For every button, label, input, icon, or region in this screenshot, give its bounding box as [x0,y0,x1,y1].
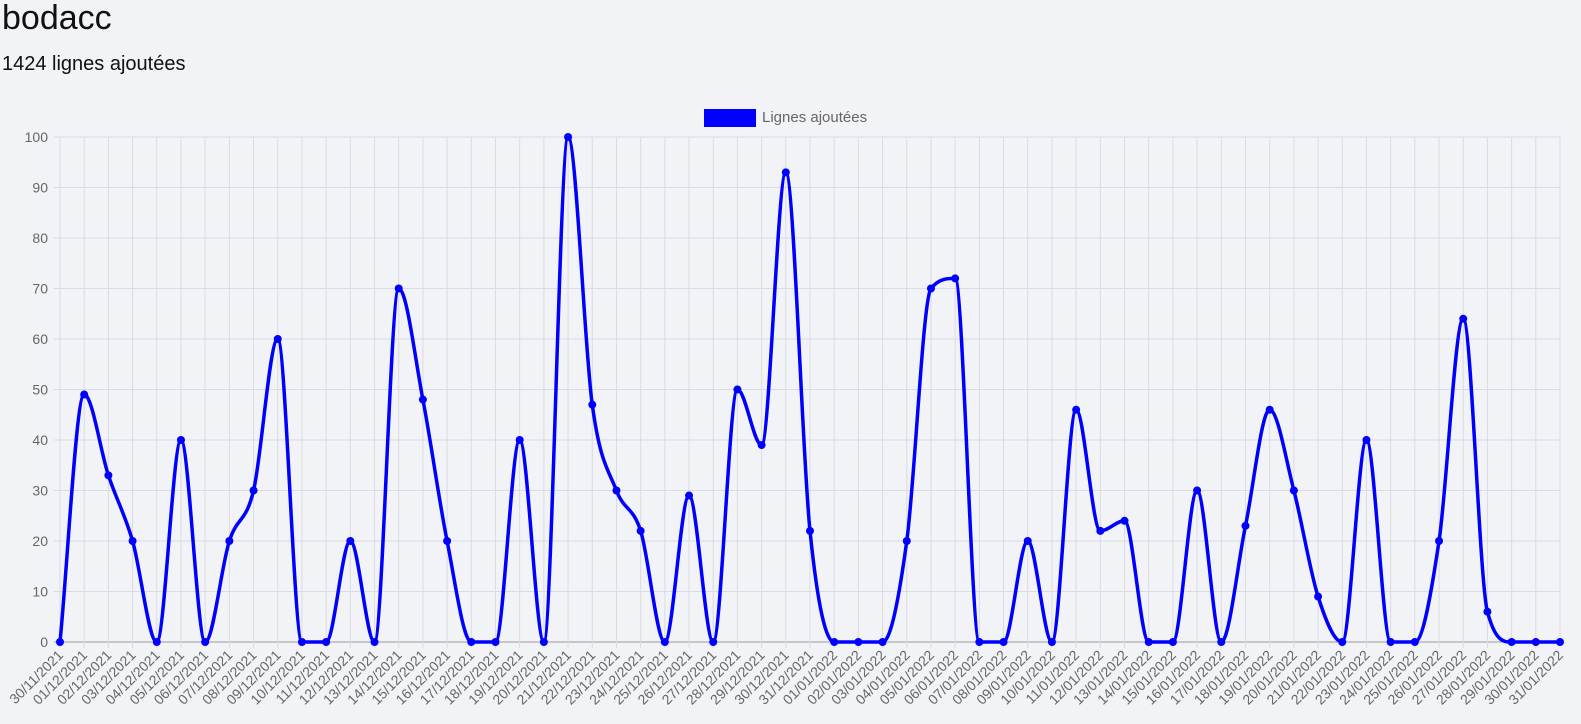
data-point[interactable] [781,168,790,177]
legend-label: Lignes ajoutées [762,109,867,126]
page-title: bodacc [2,0,112,37]
data-point[interactable] [539,638,548,646]
data-point[interactable] [515,436,524,444]
data-point[interactable] [1168,638,1177,646]
y-tick-label: 80 [32,230,48,246]
data-point[interactable] [201,638,210,646]
data-point[interactable] [926,284,935,293]
data-point[interactable] [1217,638,1226,646]
page-subtitle: 1424 lignes ajoutées [2,53,186,75]
data-point[interactable] [1096,526,1105,535]
data-point[interactable] [346,537,355,545]
data-point[interactable] [249,486,258,495]
data-point[interactable] [176,436,185,444]
data-point[interactable] [951,274,960,283]
data-point[interactable] [588,400,597,409]
data-point[interactable] [1338,638,1347,646]
data-point[interactable] [709,638,718,646]
data-point[interactable] [225,537,234,545]
data-point[interactable] [757,441,766,450]
y-tick-label: 10 [32,584,48,600]
data-point[interactable] [902,537,911,545]
data-point[interactable] [1556,638,1564,646]
series-lignes-ajoutees [56,133,1564,646]
data-point[interactable] [975,638,984,646]
data-point[interactable] [152,638,161,646]
data-point[interactable] [733,385,742,394]
data-point[interactable] [1120,516,1129,525]
y-tick-label: 100 [25,129,49,145]
data-point[interactable] [394,284,403,293]
data-point[interactable] [1410,638,1419,646]
data-point[interactable] [830,638,839,646]
data-point[interactable] [370,638,379,646]
chart-legend[interactable]: Lignes ajoutées [704,109,867,127]
data-point[interactable] [322,638,331,646]
data-point[interactable] [297,638,306,646]
data-point[interactable] [612,486,621,495]
data-point[interactable] [1265,405,1274,414]
data-point[interactable] [491,638,500,646]
y-axis: 0 10 20 30 40 50 60 70 80 90 100 [25,129,49,650]
y-tick-label: 60 [32,331,48,347]
data-point[interactable] [878,638,887,646]
data-point[interactable] [128,537,137,545]
data-point[interactable] [418,395,427,404]
data-point[interactable] [1507,638,1516,646]
data-point[interactable] [685,491,694,500]
data-point[interactable] [1531,638,1540,646]
x-axis: 30/11/202101/12/202102/12/202103/12/2021… [6,647,1566,708]
data-point[interactable] [1435,537,1444,545]
legend-swatch [704,109,756,127]
data-point[interactable] [806,526,814,535]
data-point[interactable] [56,638,64,646]
data-point[interactable] [1289,486,1298,495]
data-point[interactable] [80,390,89,399]
data-point[interactable] [1483,607,1492,616]
data-point[interactable] [1459,314,1468,323]
y-tick-label: 50 [32,382,48,398]
data-point[interactable] [1023,537,1032,545]
data-point[interactable] [443,537,452,545]
data-point[interactable] [564,133,573,141]
data-point[interactable] [104,471,113,480]
y-tick-label: 90 [32,180,48,196]
data-point[interactable] [1386,638,1395,646]
data-point[interactable] [1314,592,1323,601]
data-point[interactable] [1072,405,1081,414]
data-point[interactable] [467,638,476,646]
data-point[interactable] [1362,436,1371,444]
y-tick-label: 0 [40,634,48,650]
data-point[interactable] [636,526,645,535]
data-point[interactable] [660,638,669,646]
y-tick-label: 40 [32,432,48,448]
data-point[interactable] [1144,638,1153,646]
y-tick-label: 30 [32,483,48,499]
y-tick-label: 70 [32,281,48,297]
data-point[interactable] [1047,638,1056,646]
y-tick-label: 20 [32,533,48,549]
data-point[interactable] [273,335,282,343]
data-point[interactable] [1241,521,1250,530]
chart-grid [54,136,1561,648]
data-point[interactable] [1193,486,1202,495]
data-point[interactable] [999,638,1008,646]
data-point[interactable] [854,638,863,646]
